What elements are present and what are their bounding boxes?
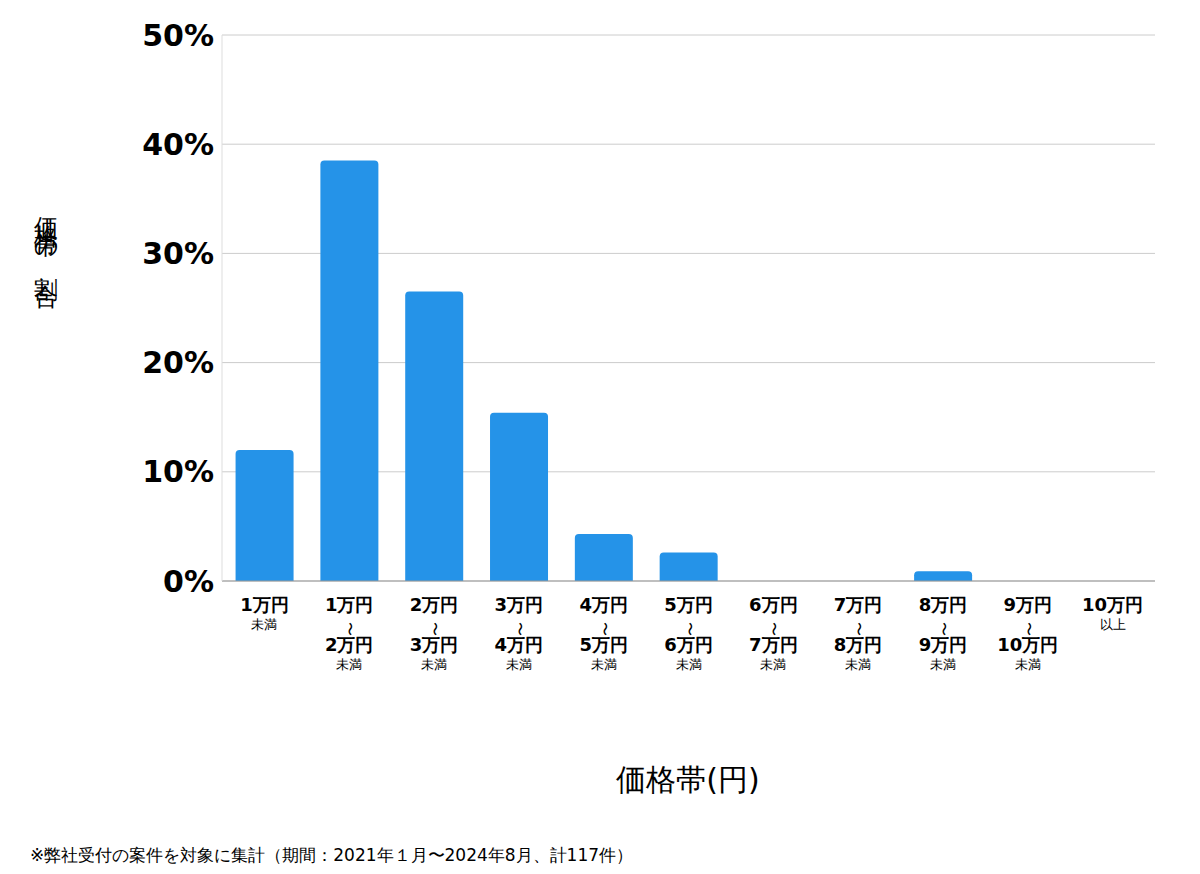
svg-text:以上: 以上: [1100, 617, 1126, 632]
svg-text:4万円: 4万円: [495, 634, 544, 655]
svg-text:9万円: 9万円: [919, 634, 968, 655]
svg-text:5万円: 5万円: [664, 594, 713, 615]
svg-text:未満: 未満: [591, 657, 617, 672]
html-text:※弊社受付の案件を対象に集計（期間：2021年１月〜2024: ※弊社受付の案件を対象に集計（期間：2021年１月〜2024年8月、計117件）: [30, 845, 633, 865]
svg-text:8万円: 8万円: [834, 634, 883, 655]
svg-text:未満: 未満: [1015, 657, 1041, 672]
svg-text:7万円: 7万円: [749, 634, 798, 655]
svg-text:2万円: 2万円: [410, 594, 459, 615]
svg-text:未満: 未満: [421, 657, 447, 672]
svg-text:6万円: 6万円: [749, 594, 798, 615]
svg-text:未満: 未満: [760, 657, 786, 672]
svg-text:30%: 30%: [142, 236, 214, 271]
svg-text:7万円: 7万円: [834, 594, 883, 615]
svg-text:20%: 20%: [142, 345, 214, 380]
svg-text:未満: 未満: [930, 657, 956, 672]
svg-text:1万円: 1万円: [240, 594, 289, 615]
svg-text:0%: 0%: [163, 564, 214, 599]
svg-text:40%: 40%: [142, 127, 214, 162]
svg-text:10万円: 10万円: [997, 634, 1058, 655]
svg-text:未満: 未満: [845, 657, 871, 672]
svg-text:9万円: 9万円: [1004, 594, 1053, 615]
svg-text:2万円: 2万円: [325, 634, 374, 655]
svg-text:未満: 未満: [506, 657, 532, 672]
svg-text:1万円: 1万円: [325, 594, 374, 615]
svg-text:10万円: 10万円: [1082, 594, 1143, 615]
svg-text:4万円: 4万円: [579, 594, 628, 615]
svg-text:未満: 未満: [336, 657, 362, 672]
svg-text:3万円: 3万円: [495, 594, 544, 615]
html-text:価格帯の割合: 価格帯の割合: [32, 198, 60, 273]
svg-text:未満: 未満: [251, 617, 277, 632]
svg-text:5万円: 5万円: [579, 634, 628, 655]
svg-text:10%: 10%: [142, 454, 214, 489]
html-text:価格帯(円): 価格帯(円): [616, 762, 760, 797]
svg-text:8万円: 8万円: [919, 594, 968, 615]
svg-text:6万円: 6万円: [664, 634, 713, 655]
svg-text:3万円: 3万円: [410, 634, 459, 655]
svg-text:50%: 50%: [142, 18, 214, 53]
svg-text:未満: 未満: [676, 657, 702, 672]
